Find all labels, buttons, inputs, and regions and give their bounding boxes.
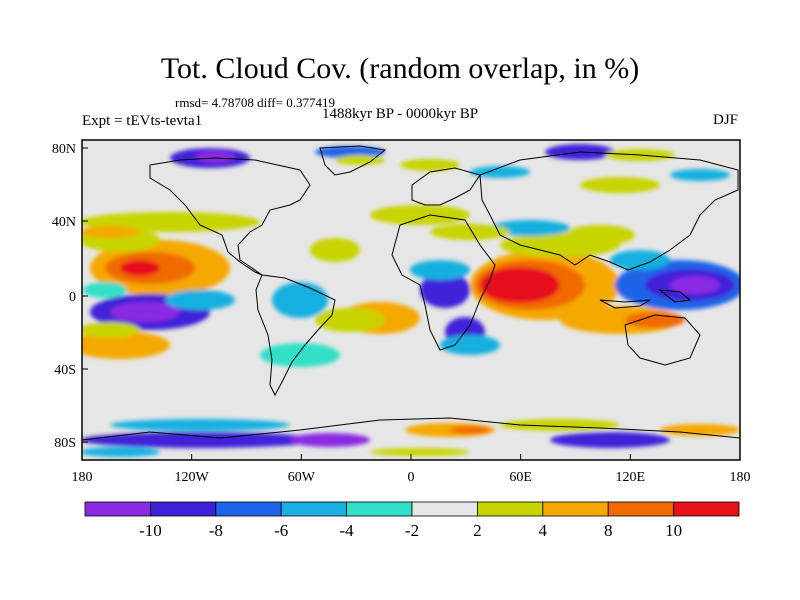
anomaly-patch (660, 424, 740, 436)
colorbar-swatch (215, 501, 282, 517)
anomaly-patch (290, 433, 370, 447)
chart-title: Tot. Cloud Cov. (random overlap, in %) (160, 52, 640, 85)
anomaly-patch (440, 335, 500, 355)
anomaly-patch (82, 447, 160, 457)
x-tick-label: 0 (408, 470, 415, 485)
y-tick-label: 80S (54, 436, 76, 451)
coastlines (82, 145, 740, 441)
anomaly-patch (450, 426, 490, 434)
anomaly-patch (670, 276, 720, 294)
anomaly-patch (565, 225, 635, 245)
anomaly-patch (82, 226, 140, 238)
stats-text: rmsd= 4.78708 diff= 0.377419 (175, 95, 335, 110)
anomaly-patch (670, 169, 730, 181)
anomaly-patch (370, 448, 470, 456)
anomaly-patch (110, 419, 290, 431)
colorbar-label: -2 (405, 521, 419, 540)
colorbar-label: -4 (340, 521, 355, 540)
anomaly-patch (610, 250, 670, 270)
x-axis: 180 120W 60W 0 60E 120E 180 (72, 454, 751, 485)
colorbar-label: 4 (539, 521, 548, 540)
anomaly-patch (82, 432, 320, 448)
anomaly-patch (370, 205, 470, 225)
anomaly-patch (315, 308, 385, 332)
y-axis: 80N 40N 0 40S 80S (52, 142, 88, 451)
anomaly-patch (410, 260, 470, 280)
anomaly-patch (335, 155, 385, 165)
anomaly-patch (195, 151, 235, 163)
experiment-label: Expt = tEVts-tevta1 (82, 113, 203, 129)
anomaly-field (82, 140, 740, 460)
anomaly-patch (310, 238, 360, 262)
colorbar-label: 2 (473, 521, 482, 540)
y-tick-label: 40S (54, 363, 76, 378)
x-tick-label: 120E (616, 470, 646, 485)
colorbar-label: 10 (665, 521, 682, 540)
colorbar-swatch (280, 501, 348, 517)
anomaly-patch (420, 272, 470, 308)
anomaly-patch (260, 343, 340, 367)
colorbar-label: -8 (209, 521, 223, 540)
colorbar-label: -10 (139, 521, 162, 540)
anomaly-patch (110, 302, 180, 322)
anomaly-patch (480, 267, 560, 303)
x-tick-label: 180 (72, 470, 93, 485)
anomaly-patch (120, 260, 160, 276)
anomaly-patch (165, 290, 235, 310)
x-tick-label: 120W (175, 470, 210, 485)
colorbar-swatch (476, 501, 544, 517)
season-label: DJF (712, 112, 738, 128)
colorbar-swatch (411, 501, 478, 517)
y-tick-label: 0 (69, 290, 76, 305)
anomaly-patch (315, 146, 385, 158)
colorbar-swatch (84, 501, 151, 517)
anomaly-patch (470, 166, 530, 178)
colorbar-label: -6 (274, 521, 288, 540)
anomaly-patch (625, 312, 685, 328)
anomaly-patch (83, 282, 127, 298)
colorbar-swatch (346, 501, 413, 517)
period-label: 1488kyr BP - 0000kyr BP (322, 106, 479, 122)
colorbar-swatch (607, 501, 675, 517)
colorbar-swatch (673, 501, 740, 517)
y-tick-label: 80N (52, 142, 76, 157)
colorbar-swatch (542, 501, 609, 517)
x-tick-label: 60E (509, 470, 532, 485)
anomaly-patch (550, 432, 670, 448)
colorbar: -10 -8 -6 -4 -2 2 4 8 10 (84, 501, 740, 540)
anomaly-patch (580, 177, 660, 193)
anomaly-patch (400, 159, 460, 171)
x-tick-label: 60W (288, 470, 316, 485)
anomaly-patch (82, 331, 170, 359)
colorbar-swatch (149, 501, 217, 517)
y-tick-label: 40N (52, 215, 76, 230)
anomaly-patch (430, 224, 510, 240)
anomaly-patch (82, 322, 140, 338)
colorbar-label: 8 (604, 521, 613, 540)
anomaly-patch (272, 282, 328, 318)
x-tick-label: 180 (730, 470, 751, 485)
